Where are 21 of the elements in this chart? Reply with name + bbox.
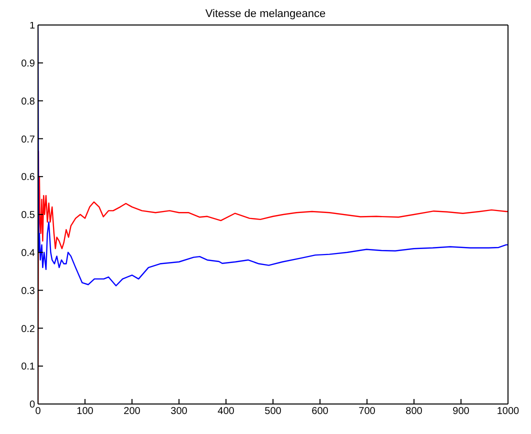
x-tick-label: 200: [124, 406, 141, 418]
x-tick-label: 100: [76, 406, 94, 418]
y-tick-label: 1: [29, 20, 36, 32]
x-tick-label: 400: [218, 406, 235, 418]
x-tick-label: 300: [170, 406, 188, 418]
x-tick-label: 800: [406, 406, 423, 418]
y-tick-label: 0.7: [21, 134, 36, 146]
y-tick-label: 0.8: [21, 96, 36, 108]
x-tick-label: 900: [452, 406, 470, 418]
y-tick-label: 0.3: [21, 286, 36, 297]
x-tick-label: 600: [312, 406, 329, 418]
chart-title: Vitesse de melangeance: [204, 8, 327, 22]
y-tick-label: 0.1: [21, 362, 36, 373]
y-tick-label: 0.4: [21, 248, 36, 259]
y-tick-label: 0.5: [21, 210, 36, 222]
y-tick-label: 0.9: [21, 58, 36, 70]
y-tick-label: 0.2: [21, 324, 36, 335]
y-tick-label: 0.6: [21, 172, 36, 184]
x-tick-label: 1000: [496, 406, 520, 418]
x-tick-label: 500: [264, 406, 282, 418]
x-tick-label: 700: [358, 406, 376, 418]
